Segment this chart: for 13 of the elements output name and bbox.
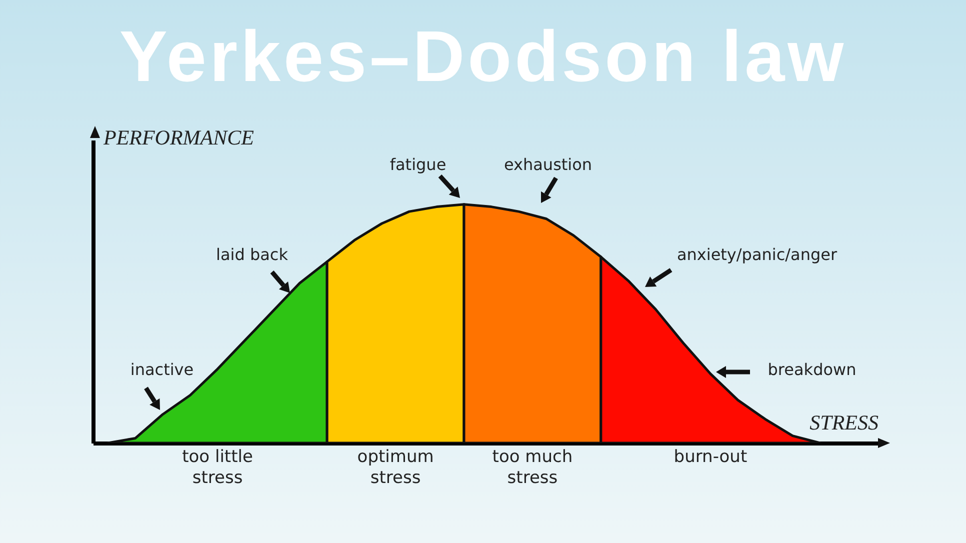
annotation: laid back (216, 245, 289, 264)
annotation: inactive (130, 360, 194, 379)
annotation: anxiety/panic/anger (676, 245, 838, 264)
series-label: burn-out (674, 447, 748, 467)
annotation: breakdown (768, 360, 856, 379)
series-label: optimum stress (357, 447, 434, 488)
series-label: too much stress (492, 447, 573, 488)
text: fatigue (390, 155, 446, 174)
series-label: too little stress (182, 447, 253, 488)
y-axis-title: PERFORMANCE (102, 126, 254, 150)
text: exhaustion (504, 155, 592, 174)
chart-title: Yerkes–Dodson law (118, 16, 848, 99)
x-axis-title: STRESS (810, 410, 879, 434)
